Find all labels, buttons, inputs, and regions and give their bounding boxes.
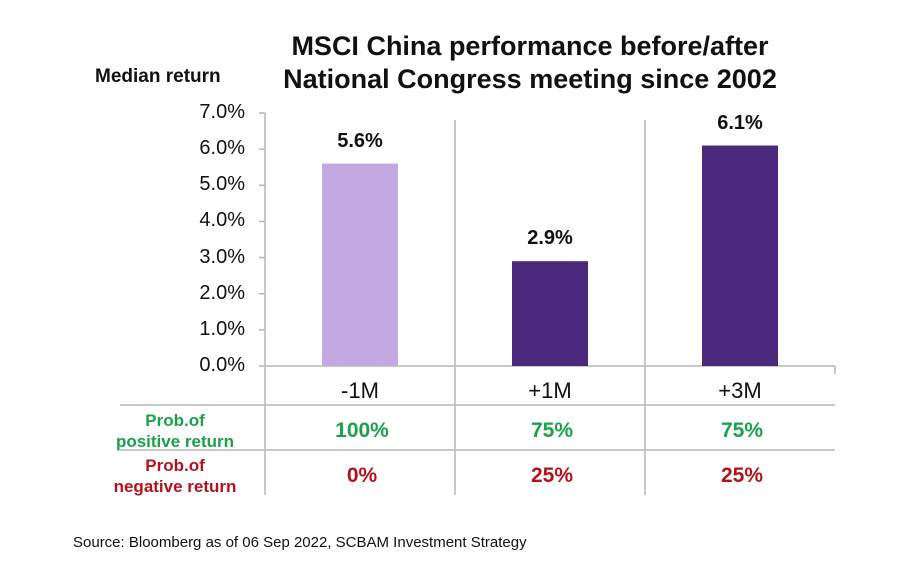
negative-value-cell: 25% bbox=[530, 464, 574, 487]
data-label: 6.1% bbox=[717, 111, 763, 134]
x-tick-label: -1M bbox=[341, 378, 379, 403]
positive-row-label: Prob.of positive return bbox=[75, 410, 275, 452]
positive-row-label-line2: positive return bbox=[115, 432, 235, 451]
negative-row-label: Prob.of negative return bbox=[75, 455, 275, 497]
data-label: 5.6% bbox=[337, 129, 383, 152]
y-tick-label: 6.0% bbox=[199, 137, 245, 160]
positive-row-label-line1: Prob.of bbox=[145, 411, 205, 430]
negative-row-label-line1: Prob.of bbox=[145, 456, 205, 475]
y-axis-label: Median return bbox=[95, 66, 221, 87]
negative-value-cell: 0% bbox=[346, 464, 378, 487]
positive-value-cell: 75% bbox=[720, 419, 764, 442]
y-tick-label: 0.0% bbox=[199, 354, 245, 376]
x-tick-label: +1M bbox=[528, 378, 572, 403]
positive-value-cell: 100% bbox=[335, 419, 389, 442]
negative-row-label-line2: negative return bbox=[113, 477, 237, 496]
y-tick-label: 2.0% bbox=[199, 281, 245, 304]
y-tick-label: 1.0% bbox=[199, 317, 245, 340]
chart-title: MSCI China performance before/after Nati… bbox=[283, 31, 777, 94]
bar--1M bbox=[322, 163, 398, 366]
data-label: 2.9% bbox=[527, 227, 573, 250]
bar-+1M bbox=[512, 261, 588, 366]
bar-+3M bbox=[702, 145, 778, 366]
positive-value-cell: 75% bbox=[530, 419, 574, 442]
negative-value-cell: 25% bbox=[720, 464, 764, 487]
source-note: Source: Bloomberg as of 06 Sep 2022, SCB… bbox=[73, 534, 527, 551]
x-tick-label: +3M bbox=[718, 378, 762, 403]
y-tick-label: 4.0% bbox=[199, 209, 245, 232]
y-tick-label: 3.0% bbox=[199, 245, 245, 268]
y-tick-label: 5.0% bbox=[199, 173, 245, 196]
y-tick-label: 7.0% bbox=[199, 101, 245, 123]
